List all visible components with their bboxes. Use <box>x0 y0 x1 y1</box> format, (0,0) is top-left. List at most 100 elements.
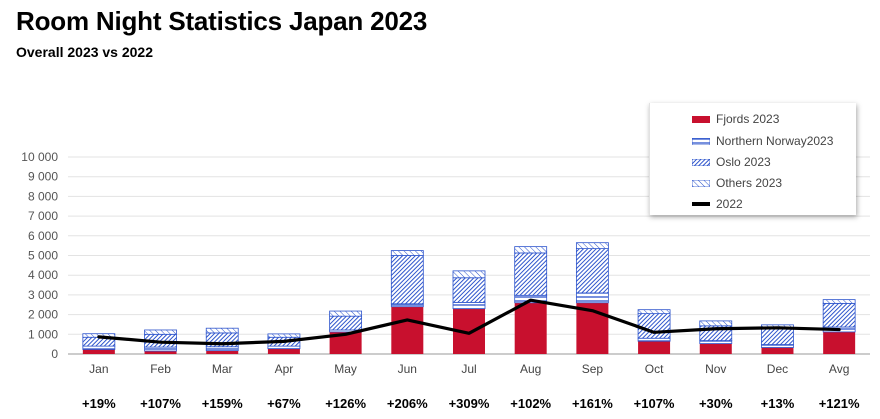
bar-segment <box>761 344 794 348</box>
x-tick-label: Sep <box>582 362 604 376</box>
change-label: +13% <box>761 396 795 411</box>
change-label: +107% <box>634 396 675 411</box>
bar-segment <box>699 340 733 344</box>
x-tick-label: Nov <box>705 362 726 376</box>
y-tick-label: 10 000 <box>21 150 58 164</box>
legend-label-fjords: Fjords 2023 <box>716 112 780 126</box>
bar-segment <box>329 331 362 354</box>
bar-segment <box>205 327 239 334</box>
bar-segment <box>82 349 115 354</box>
bar-segment <box>267 333 301 338</box>
bar-segment <box>575 248 609 294</box>
legend-item-oslo: Oslo 2023 <box>692 154 771 170</box>
bar-segment <box>390 303 424 308</box>
bar-segment <box>761 347 794 354</box>
bar-segment <box>144 351 177 354</box>
y-tick-label: 3 000 <box>28 288 58 302</box>
chart-subtitle: Overall 2023 vs 2022 <box>16 44 154 60</box>
bar-segment <box>699 343 732 354</box>
bar-segment <box>391 306 424 354</box>
bar-segment <box>452 301 486 310</box>
change-label: +67% <box>267 396 301 411</box>
bar-segment <box>206 350 239 354</box>
legend-swatch-fjords <box>692 115 710 123</box>
legend-item-others: Others 2023 <box>692 175 782 191</box>
bar-segment <box>452 270 486 279</box>
x-tick-label: Dec <box>767 362 788 376</box>
x-tick-label: Apr <box>275 362 294 376</box>
y-tick-label: 6 000 <box>28 229 58 243</box>
bar-segment <box>390 255 424 305</box>
x-tick-label: Avg <box>829 362 849 376</box>
bar-segment <box>575 242 609 250</box>
series-line-2022 <box>97 298 841 346</box>
legend-swatch-northern-norway <box>692 137 710 145</box>
x-tick-label: Jan <box>89 362 108 376</box>
change-label: +159% <box>202 396 243 411</box>
y-tick-label: 5 000 <box>28 249 58 263</box>
bar-segment <box>699 320 733 327</box>
x-axis: Jan Feb Mar Apr May Jun Jul Aug Sep Oct Nov Dec Avg <box>89 362 849 376</box>
y-tick-label: 7 000 <box>28 209 58 223</box>
legend-swatch-others <box>692 179 710 187</box>
x-tick-label: Jul <box>461 362 476 376</box>
bar-segment <box>637 313 671 339</box>
x-tick-label: Feb <box>150 362 171 376</box>
x-tick-label: Oct <box>645 362 664 376</box>
x-tick-label: Mar <box>212 362 233 376</box>
bar-segment <box>637 337 671 342</box>
legend-item-fjords: Fjords 2023 <box>692 111 779 127</box>
change-label: +102% <box>510 396 551 411</box>
y-tick-label: 1 000 <box>28 327 58 341</box>
bar-segment <box>329 315 363 331</box>
change-label: +19% <box>82 396 116 411</box>
y-tick-label: 9 000 <box>28 170 58 184</box>
change-label: +126% <box>325 396 366 411</box>
change-label: +107% <box>140 396 181 411</box>
change-label: +206% <box>387 396 428 411</box>
bar-segment <box>575 292 609 304</box>
legend-label-oslo: Oslo 2023 <box>716 155 771 169</box>
legend: Fjords 2023 Northern Norway2023 Oslo 202… <box>649 103 856 215</box>
bar-segment <box>267 348 300 354</box>
legend-item-northern-norway: Northern Norway2023 <box>692 133 833 149</box>
bar-segment <box>514 252 548 296</box>
bar-segment <box>452 277 486 303</box>
x-tick-label: Aug <box>520 362 541 376</box>
legend-swatch-oslo <box>692 158 710 166</box>
y-axis: 0 1 000 2 000 3 000 4 000 5 000 6 000 7 000 8 00… <box>21 150 58 361</box>
change-label: +309% <box>449 396 490 411</box>
bar-segment <box>144 346 177 352</box>
bar-segment <box>205 346 239 352</box>
bar-segment <box>637 309 671 315</box>
bar-segment <box>82 345 116 350</box>
stacked-bars <box>82 242 856 354</box>
legend-label-northern-norway: Northern Norway2023 <box>716 134 834 148</box>
legend-label-others: Others 2023 <box>716 176 783 190</box>
x-tick-label: Jun <box>398 362 417 376</box>
line-2022 <box>97 298 841 346</box>
bar-segment <box>329 310 363 317</box>
legend-item-2022: 2022 <box>692 196 743 212</box>
y-tick-label: 8 000 <box>28 189 58 203</box>
bar-segment <box>638 341 671 354</box>
bar-segment <box>761 328 794 345</box>
change-label: +30% <box>699 396 733 411</box>
bar-segment <box>822 302 856 328</box>
bar-segment <box>390 250 424 256</box>
y-tick-label: 2 000 <box>28 308 58 322</box>
bar-segment <box>823 331 856 354</box>
x-tick-label: May <box>334 362 357 376</box>
change-label: +161% <box>572 396 613 411</box>
legend-swatch-2022 <box>692 202 710 206</box>
change-label: +121% <box>819 396 860 411</box>
legend-label-2022: 2022 <box>716 197 743 211</box>
change-labels: +19% +107% +159% +67% +126% +206% +309% +102% +1… <box>82 396 860 411</box>
bar-segment <box>144 329 177 335</box>
bar-segment <box>514 302 547 354</box>
y-tick-label: 4 000 <box>28 268 58 282</box>
bar-segment <box>822 299 856 304</box>
y-tick-label: 0 <box>51 347 58 361</box>
chart-title: Room Night Statistics Japan 2023 <box>16 6 428 36</box>
